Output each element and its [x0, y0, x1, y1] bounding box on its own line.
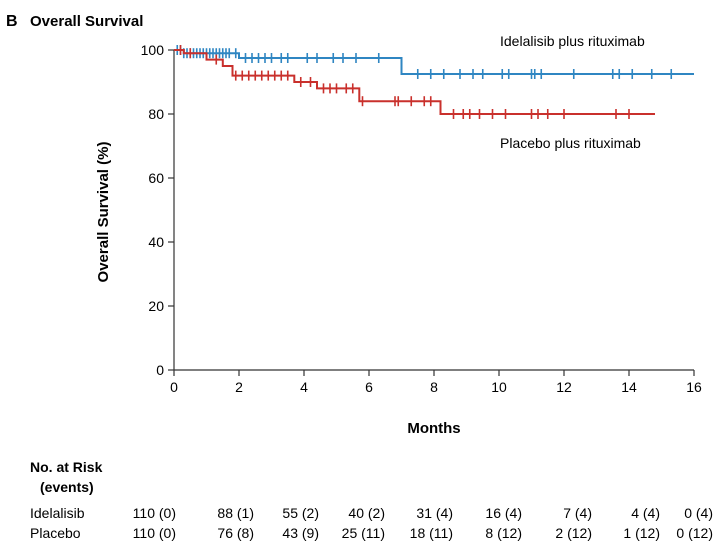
y-tick-label: 100	[141, 42, 165, 58]
series-label-placebo: Placebo plus rituximab	[500, 135, 641, 151]
risk-row-label: Placebo	[30, 525, 81, 541]
y-tick-label: 60	[148, 170, 164, 186]
risk-cell: 16 (4)	[485, 505, 522, 521]
risk-table-header: No. at Risk	[30, 459, 103, 475]
risk-cell: 7 (4)	[563, 505, 592, 521]
risk-cell: 2 (12)	[555, 525, 592, 541]
risk-row-label: Idelalisib	[30, 505, 85, 521]
y-tick-label: 40	[148, 234, 164, 250]
risk-cell: 110 (0)	[133, 505, 176, 521]
survival-curve-placebo	[174, 49, 655, 115]
y-axis-label: Overall Survival (%)	[95, 142, 112, 283]
x-tick-label: 16	[686, 379, 702, 395]
panel-letter: B	[6, 13, 18, 30]
x-tick-label: 14	[621, 379, 637, 395]
series-label-idelalisib: Idelalisib plus rituximab	[500, 33, 645, 49]
risk-cell: 55 (2)	[282, 505, 319, 521]
risk-cell: 18 (11)	[410, 525, 453, 541]
chart-title: Overall Survival	[30, 13, 143, 30]
x-tick-label: 10	[491, 379, 507, 395]
x-tick-label: 2	[235, 379, 243, 395]
x-axis: 0 2 4 6 8 10 12 14 16	[170, 369, 702, 395]
risk-cell: 1 (12)	[623, 525, 660, 541]
risk-cell: 43 (9)	[282, 525, 319, 541]
risk-cell: 76 (8)	[217, 525, 254, 541]
risk-cell: 25 (11)	[342, 525, 385, 541]
risk-cell: 4 (4)	[631, 505, 660, 521]
risk-cell: 110 (0)	[133, 525, 176, 541]
x-axis-label: Months	[407, 420, 460, 437]
x-tick-label: 12	[556, 379, 572, 395]
risk-cell: 0 (4)	[684, 505, 713, 521]
risk-cell: 88 (1)	[217, 505, 254, 521]
y-axis: 0 20 40 60 80 100	[141, 42, 175, 378]
risk-cell: 8 (12)	[485, 525, 522, 541]
risk-cell: 31 (4)	[416, 505, 453, 521]
x-tick-label: 8	[430, 379, 438, 395]
x-tick-label: 4	[300, 379, 308, 395]
y-tick-label: 0	[156, 362, 164, 378]
x-tick-label: 6	[365, 379, 373, 395]
survival-curves	[174, 45, 694, 119]
x-tick-label: 0	[170, 379, 178, 395]
risk-cell: 0 (12)	[676, 525, 713, 541]
y-tick-label: 80	[148, 106, 164, 122]
risk-table: Idelalisib 110 (0) 88 (1) 55 (2) 40 (2) 31 (4…	[30, 505, 713, 541]
risk-cell: 40 (2)	[348, 505, 385, 521]
risk-table-subheader: (events)	[40, 479, 94, 495]
y-tick-label: 20	[148, 298, 164, 314]
